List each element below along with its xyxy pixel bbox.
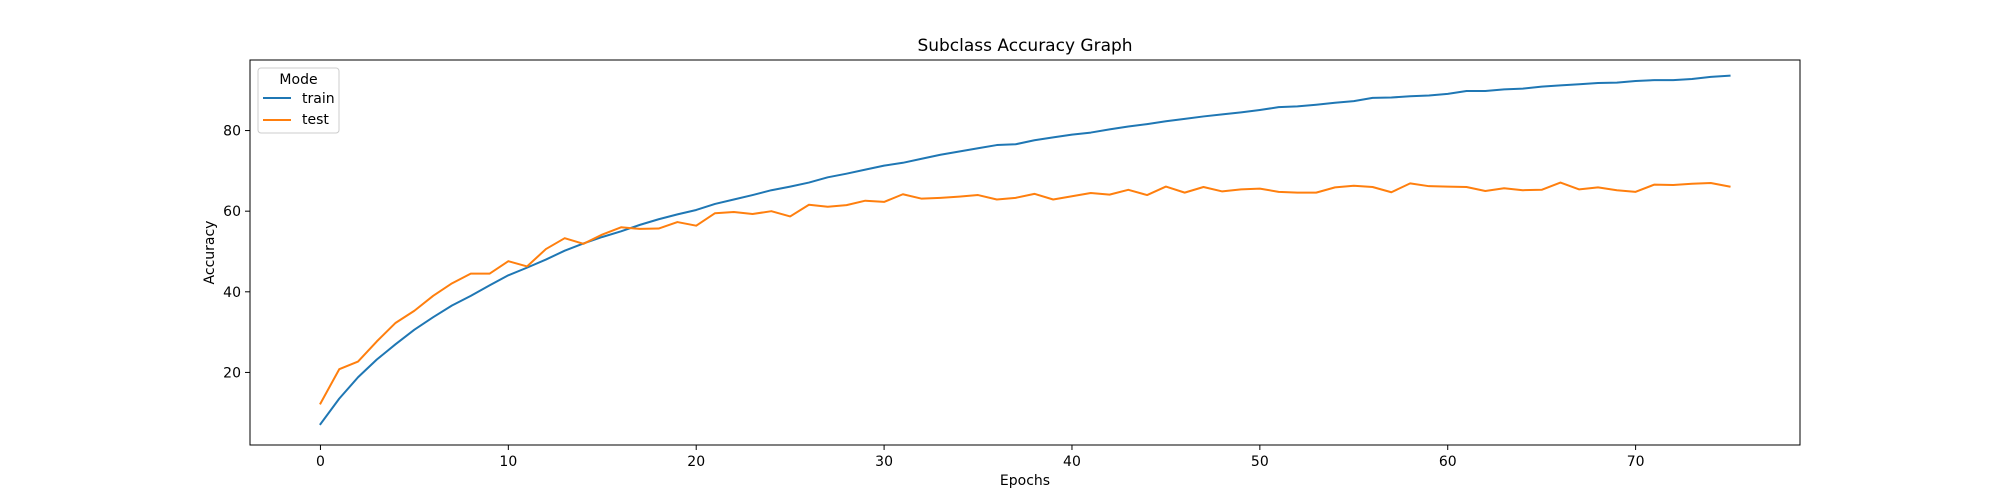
chart-title: Subclass Accuracy Graph xyxy=(917,36,1132,56)
series-line-test xyxy=(319,181,1731,405)
legend-label-test: test xyxy=(302,112,329,128)
y-tick-label: 60 xyxy=(223,204,241,220)
y-tick-label: 80 xyxy=(223,124,241,140)
y-tick-label: 20 xyxy=(223,365,241,381)
legend: Mode train test xyxy=(257,67,340,134)
x-tick-label: 60 xyxy=(1439,454,1457,470)
x-tick-label: 40 xyxy=(1063,454,1081,470)
x-tick-label: 70 xyxy=(1627,454,1645,470)
plot-frame xyxy=(249,59,1801,446)
x-axis-label: Epochs xyxy=(1000,473,1050,489)
legend-title: Mode xyxy=(279,72,317,88)
y-tick-label: 40 xyxy=(223,285,241,301)
series-layer xyxy=(319,74,1731,426)
legend-label-train: train xyxy=(302,91,335,107)
y-axis: 20 40 60 80 xyxy=(223,124,250,381)
x-axis: 0 10 20 30 40 50 60 70 xyxy=(316,445,1645,470)
series-line-train xyxy=(319,74,1731,426)
legend-box xyxy=(257,67,340,134)
x-tick-label: 50 xyxy=(1251,454,1269,470)
y-axis-label: Accuracy xyxy=(202,221,218,285)
x-tick-label: 10 xyxy=(499,454,517,470)
x-tick-label: 20 xyxy=(687,454,705,470)
x-tick-label: 0 xyxy=(316,454,325,470)
x-tick-label: 30 xyxy=(875,454,893,470)
